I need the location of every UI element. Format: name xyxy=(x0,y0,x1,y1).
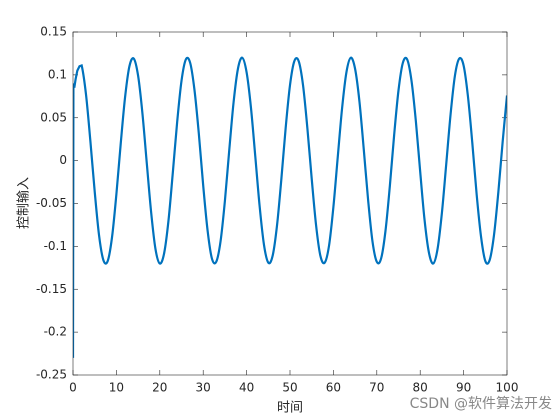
y-tick-label: 0.1 xyxy=(48,67,67,81)
y-tick-label: -0.05 xyxy=(36,196,67,210)
x-tick-label: 60 xyxy=(326,381,341,395)
y-tick-label: -0.15 xyxy=(36,282,67,296)
y-tick-label: -0.1 xyxy=(44,239,67,253)
x-tick-label: 100 xyxy=(496,381,519,395)
watermark: CSDN @软件算法开发 xyxy=(410,396,552,412)
x-tick-label: 40 xyxy=(239,381,254,395)
x-tick-label: 70 xyxy=(369,381,384,395)
y-tick-label: 0.05 xyxy=(40,110,67,124)
x-tick-label: 50 xyxy=(282,381,297,395)
x-tick-label: 20 xyxy=(152,381,167,395)
x-tick-label: 80 xyxy=(413,381,428,395)
y-axis-label: 控制输入 xyxy=(16,177,32,229)
x-tick-label: 90 xyxy=(456,381,471,395)
x-tick-label: 10 xyxy=(109,381,124,395)
data-line xyxy=(73,56,507,358)
y-tick-label: -0.25 xyxy=(36,368,67,382)
y-tick-label: -0.2 xyxy=(44,325,67,339)
x-tick-label: 30 xyxy=(196,381,211,395)
x-tick-label: 0 xyxy=(69,381,77,395)
y-tick-label: 0 xyxy=(59,153,67,167)
axes-box xyxy=(72,31,508,376)
x-axis-label: 时间 xyxy=(277,401,303,416)
y-tick-label: 0.15 xyxy=(40,25,67,39)
